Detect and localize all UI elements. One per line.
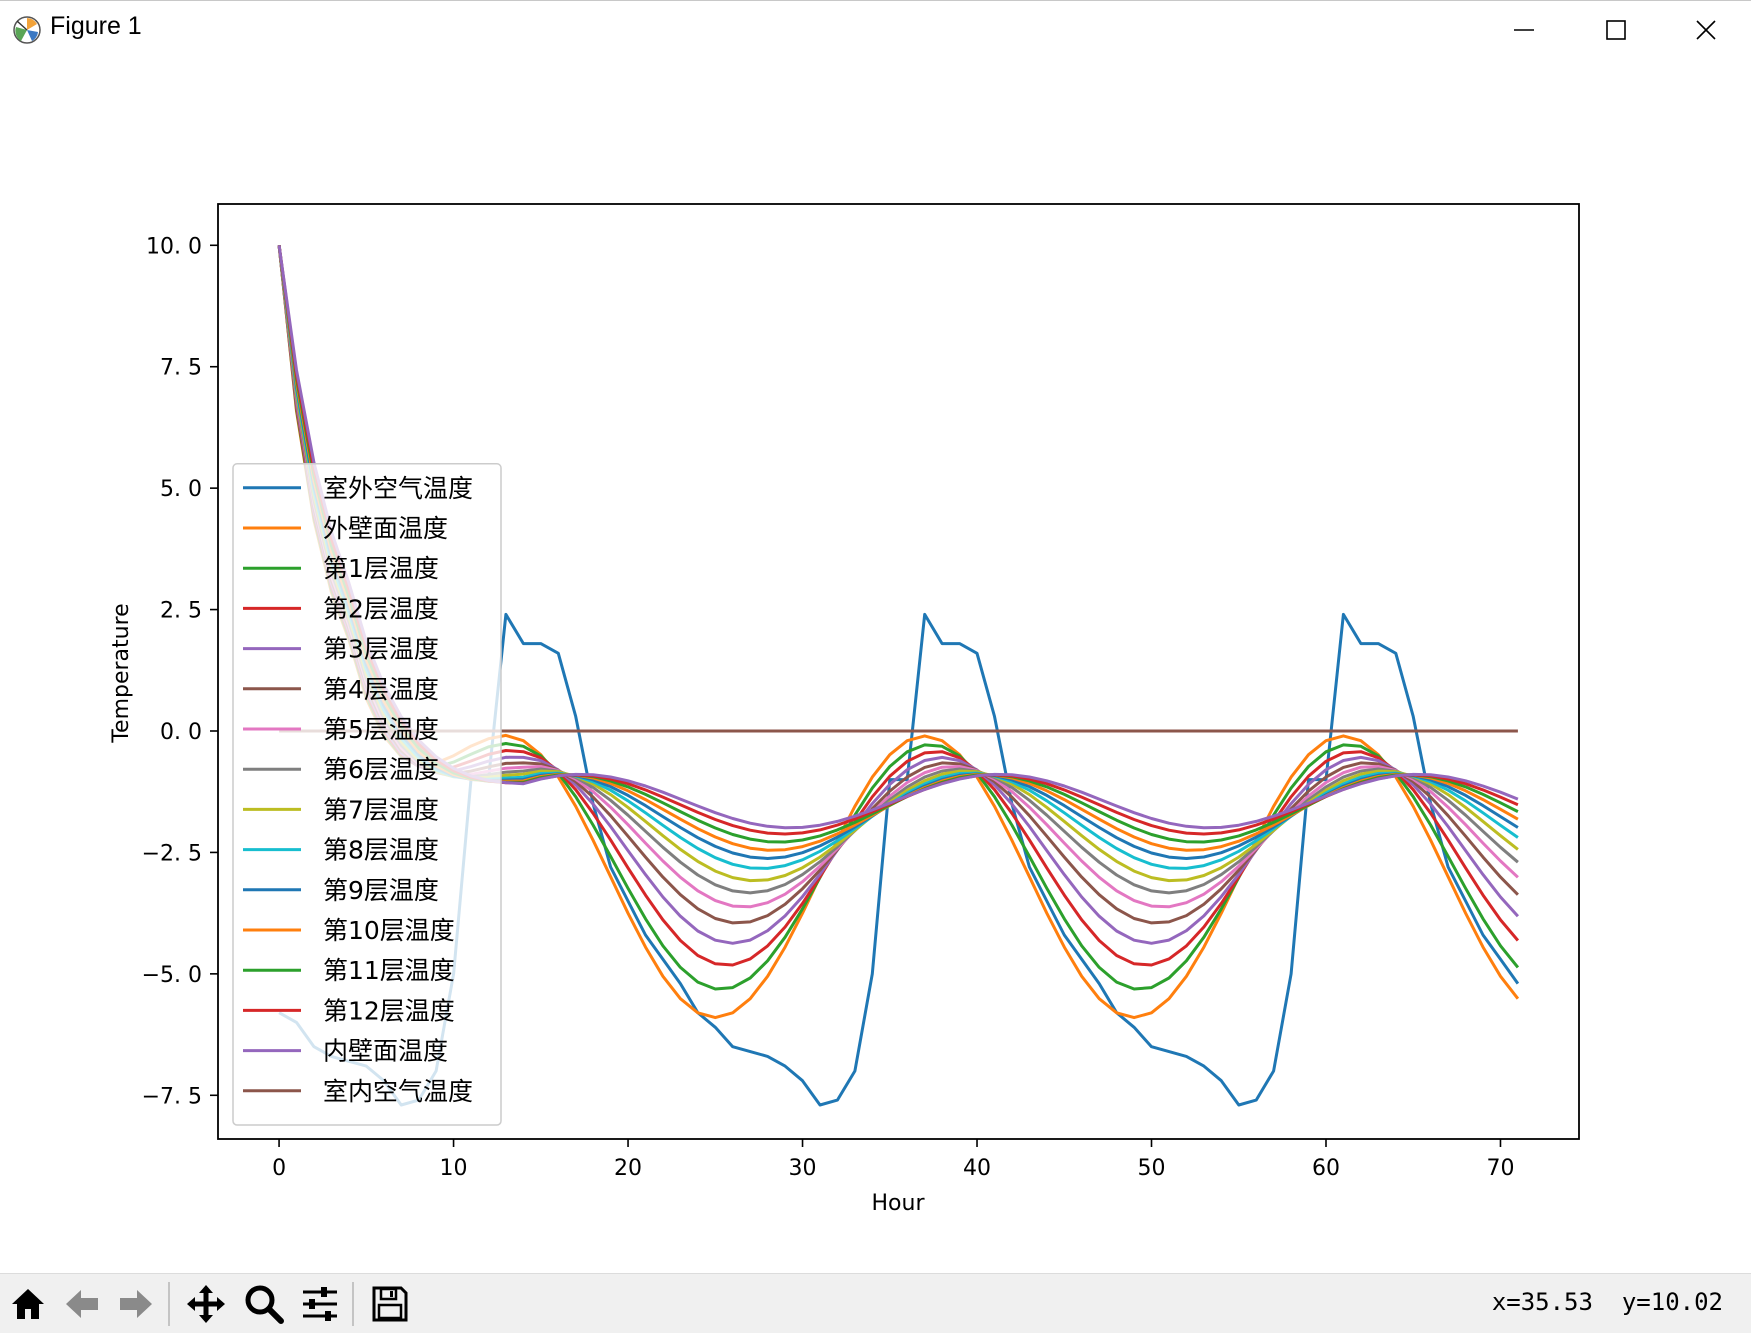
y-tick-label: −2. 5 — [142, 841, 202, 866]
legend-label: 室内空气温度 — [323, 1077, 473, 1106]
move-icon — [187, 1285, 225, 1323]
cursor-coordinates: x=35.53 y=10.02 — [1491, 1288, 1723, 1316]
configure-subplots-button[interactable] — [296, 1280, 344, 1328]
floppy-disk-icon — [372, 1286, 408, 1322]
y-tick-label: −5. 0 — [142, 963, 202, 988]
legend-box — [232, 463, 502, 1126]
title-bar: Figure 1 — [0, 0, 1751, 58]
legend-label: 内壁面温度 — [323, 1037, 448, 1066]
home-icon — [12, 1289, 44, 1319]
x-tick-label: 30 — [789, 1156, 817, 1181]
legend-label: 第3层温度 — [323, 635, 439, 664]
x-axis-label: Hour — [872, 1191, 926, 1216]
y-tick-label: 10. 0 — [146, 234, 202, 259]
x-tick-label: 20 — [614, 1156, 642, 1181]
legend-label: 第4层温度 — [323, 675, 439, 704]
toolbar-separator — [168, 1282, 170, 1326]
legend-label: 第10层温度 — [323, 916, 455, 945]
legend-label: 第11层温度 — [323, 956, 455, 985]
arrow-right-icon — [120, 1290, 152, 1318]
y-tick-label: −7. 5 — [142, 1084, 202, 1109]
x-tick-label: 50 — [1138, 1156, 1166, 1181]
minimize-button[interactable] — [1478, 1, 1570, 59]
maximize-icon — [1606, 20, 1626, 40]
save-button[interactable] — [366, 1280, 414, 1328]
y-tick-label: 5. 0 — [160, 477, 202, 502]
legend-label: 室外空气温度 — [323, 474, 473, 503]
legend-label: 第5层温度 — [323, 715, 439, 744]
line-chart: 0 10 20 30 40 50 60 70 10. 0 7. 5 5. 0 2. 5 0. 0 −2.… — [109, 203, 1580, 1216]
x-tick-label: 40 — [963, 1156, 991, 1181]
close-button[interactable] — [1660, 1, 1751, 59]
legend-label: 第6层温度 — [323, 755, 439, 784]
legend: 室外空气温度外壁面温度第1层温度第2层温度第3层温度第4层温度第5层温度第6层温… — [232, 463, 502, 1126]
zoom-button[interactable] — [240, 1280, 288, 1328]
maximize-button[interactable] — [1570, 1, 1662, 59]
arrow-left-icon — [66, 1290, 98, 1318]
axes-frame — [217, 203, 1580, 1140]
legend-label: 第12层温度 — [323, 996, 455, 1025]
legend-label: 第2层温度 — [323, 594, 439, 623]
close-icon — [1696, 20, 1716, 40]
magnifier-icon — [245, 1285, 284, 1324]
y-axis-label: Temperature — [109, 603, 134, 743]
sliders-icon — [303, 1287, 337, 1321]
x-tick-label: 0 — [272, 1156, 286, 1181]
y-axis-ticks: 10. 0 7. 5 5. 0 2. 5 0. 0 −2. 5 −5. 0 −7. 5 — [142, 234, 218, 1109]
figure-canvas[interactable]: 0 10 20 30 40 50 60 70 10. 0 7. 5 5. 0 2. 5 0. 0 −2.… — [0, 58, 1751, 1273]
forward-button[interactable] — [112, 1280, 160, 1328]
toolbar-separator — [352, 1282, 354, 1326]
x-tick-label: 70 — [1486, 1156, 1514, 1181]
window-title: Figure 1 — [50, 12, 142, 40]
legend-label: 外壁面温度 — [323, 514, 448, 543]
matplotlib-icon — [13, 16, 41, 44]
legend-label: 第9层温度 — [323, 876, 439, 905]
y-tick-label: 7. 5 — [160, 356, 202, 381]
pan-button[interactable] — [182, 1280, 230, 1328]
legend-label: 第7层温度 — [323, 795, 439, 824]
navigation-toolbar: x=35.53 y=10.02 — [0, 1273, 1751, 1333]
x-axis-ticks: 0 10 20 30 40 50 60 70 — [272, 1139, 1514, 1181]
y-tick-label: 0. 0 — [160, 720, 202, 745]
back-button[interactable] — [58, 1280, 106, 1328]
minimize-icon — [1514, 29, 1534, 31]
home-button[interactable] — [4, 1280, 52, 1328]
y-tick-label: 2. 5 — [160, 599, 202, 624]
x-tick-label: 10 — [440, 1156, 468, 1181]
legend-label: 第1层温度 — [323, 554, 439, 583]
x-tick-label: 60 — [1312, 1156, 1340, 1181]
legend-label: 第8层温度 — [323, 836, 439, 865]
